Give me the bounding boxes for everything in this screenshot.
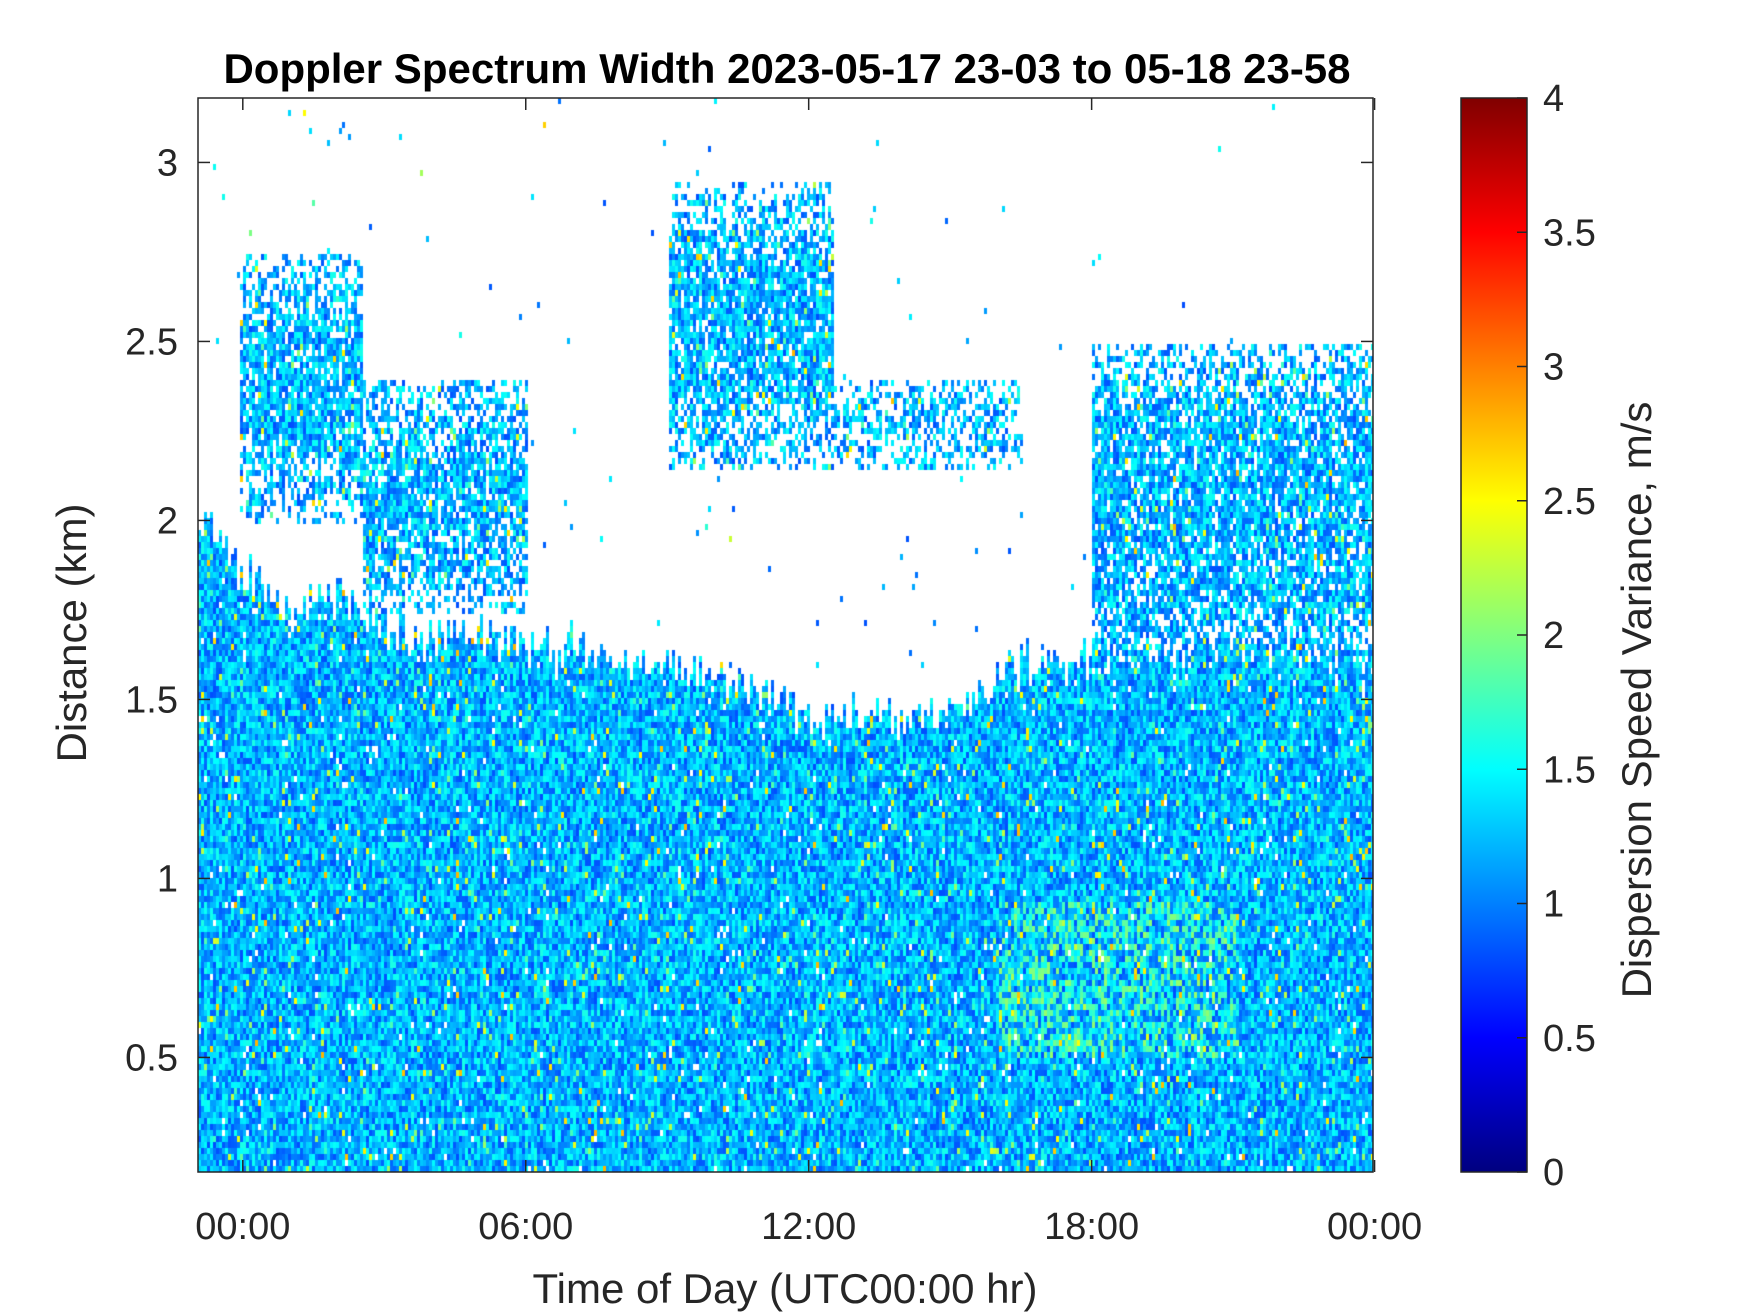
plot-axes: 0.5 1 1.5 2 2.5 3 00:00 06:00 12:00 18:00 00:00	[125, 97, 1422, 1248]
colorbar-tick-label: 3	[1543, 347, 1564, 389]
colorbar-scale	[1460, 97, 1528, 1173]
heatmap-raster	[198, 98, 1373, 1172]
y-tick-label: 1.5	[125, 679, 178, 721]
x-tick-label: 06:00	[478, 1206, 573, 1248]
colorbar-tick-label: 1	[1543, 884, 1564, 926]
colorbar: 0 0.5 1 1.5 2 2.5 3 3.5 4	[1460, 78, 1596, 1194]
colorbar-tick-label: 2.5	[1543, 481, 1596, 523]
y-tick-label: 3	[157, 142, 178, 184]
chart-title: Doppler Spectrum Width 2023-05-17 23-03 …	[223, 45, 1350, 92]
x-axis-label: Time of Day (UTC00:00 hr)	[533, 1265, 1038, 1312]
colorbar-tick-label: 1.5	[1543, 749, 1596, 791]
colorbar-tick-label: 2	[1543, 615, 1564, 657]
colorbar-tick-label: 3.5	[1543, 212, 1596, 254]
colorbar-tick-label: 0	[1543, 1152, 1564, 1194]
colorbar-tick-label: 4	[1543, 78, 1564, 120]
colorbar-label: Dispersion Speed Variance, m/s	[1613, 402, 1660, 999]
y-tick-label: 1	[157, 858, 178, 900]
y-tick-label: 2.5	[125, 321, 178, 363]
y-tick-label: 0.5	[125, 1037, 178, 1079]
x-tick-label: 00:00	[1327, 1206, 1422, 1248]
y-axis-label: Distance (km)	[48, 503, 95, 762]
x-tick-label: 18:00	[1044, 1206, 1139, 1248]
x-tick-label: 12:00	[761, 1206, 856, 1248]
colorbar-tick-label: 0.5	[1543, 1018, 1596, 1060]
y-tick-label: 2	[157, 500, 178, 542]
x-tick-label: 00:00	[195, 1206, 290, 1248]
plot-frame	[197, 97, 1374, 1173]
heatmap-image	[198, 98, 1373, 1172]
